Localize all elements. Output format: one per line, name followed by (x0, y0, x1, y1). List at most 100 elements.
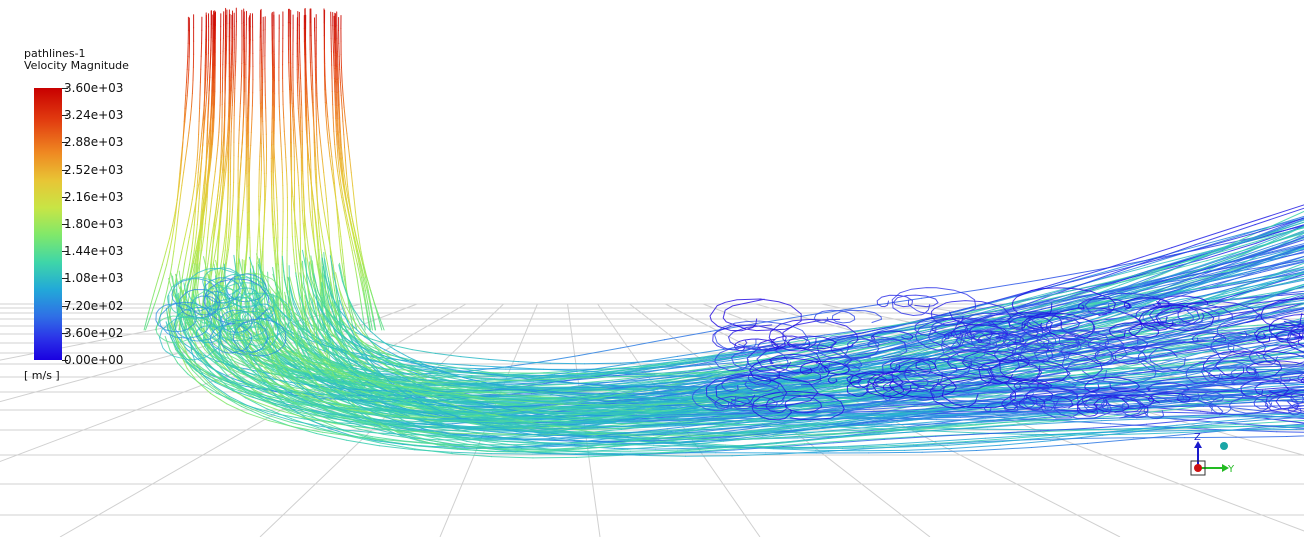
pathline-inlet-segment (324, 184, 327, 200)
pathline-inlet-segment (198, 120, 200, 135)
pathline-inlet-segment (191, 93, 193, 108)
pathline-inlet-segment (181, 171, 185, 186)
pathline-outflow-segment (562, 390, 607, 393)
pathline-inlet-segment (169, 263, 173, 278)
pathline-inlet-segment (154, 290, 160, 305)
pathline-inlet-segment (205, 250, 208, 265)
pathline-inlet-segment (201, 210, 205, 225)
pathline-inlet-segment (350, 172, 354, 187)
pathline-inlet-segment (247, 95, 249, 110)
pathline-inlet-segment (329, 142, 333, 158)
pathline-inlet-segment (187, 289, 191, 304)
pathline-inlet-segment (314, 169, 317, 184)
pathline-outflow-segment (1210, 262, 1284, 288)
pathline-inlet-segment (203, 276, 206, 291)
pathline-inlet-segment (224, 156, 227, 171)
pathline-outflow-segment (1171, 224, 1243, 249)
pathline-inlet-segment (317, 209, 319, 224)
pathline-inlet-segment (235, 249, 238, 264)
pathline-outflow-segment (292, 297, 302, 319)
pathline-inlet-segment (337, 222, 340, 238)
pathline-inlet-segment (223, 171, 227, 186)
pathline-outflow-segment (352, 357, 367, 369)
pathline-outflow-segment (229, 361, 249, 373)
pathline-inlet-segment (250, 118, 253, 133)
pathline-outflow-segment (324, 318, 334, 335)
pathline-inlet-segment (181, 147, 184, 162)
pathline-inlet-segment (207, 249, 211, 265)
pathline-inlet-segment (195, 160, 198, 175)
pathline-inlet-segment (332, 264, 336, 279)
pathline-inlet-segment (306, 93, 309, 108)
pathline-inlet-segment (189, 250, 192, 265)
pathline-inlet-segment (328, 224, 330, 239)
pathline-inlet-segment (229, 222, 232, 237)
pathline-inlet-segment (316, 235, 319, 251)
pathline-inlet-segment (338, 56, 341, 71)
pathline-inlet-segment (259, 236, 261, 251)
pathline-outflow-segment (176, 297, 179, 317)
pathline-inlet-segment (308, 119, 310, 134)
pathline-outflow-segment (202, 352, 219, 366)
pathline-inlet-segment (209, 50, 212, 65)
pathline-outflow-segment (344, 417, 367, 425)
pathline-outflow-segment (1235, 419, 1304, 425)
pathline-inlet-segment (347, 146, 351, 161)
pathline-outflow-segment (849, 387, 897, 397)
pathline-outflow-segment (620, 339, 665, 349)
pathline-inlet-segment (342, 171, 345, 186)
pathline-inlet-segment (161, 251, 167, 266)
pathline-outflow-segment (1239, 240, 1293, 260)
pathline-outflow-segment (1144, 411, 1208, 414)
pathline-inlet-segment (344, 119, 348, 134)
pathline-outflow-segment (343, 430, 373, 438)
pathline-outflow-segment (919, 412, 974, 415)
pathline-outflow-segment (254, 407, 280, 415)
pathline-inlet-segment (325, 198, 329, 213)
pathline-inlet-segment (213, 224, 217, 239)
pathline-inlet-segment (220, 155, 223, 170)
pathline-inlet-segment (352, 185, 355, 200)
pathline-outflow-segment (390, 393, 420, 398)
pathline-outflow-segment (191, 347, 205, 363)
pathline-inlet-segment (204, 196, 207, 211)
pathline-inlet-segment (272, 210, 274, 225)
pathline-inlet-segment (263, 212, 266, 227)
pathline-inlet-segment (359, 263, 364, 278)
pathline-outflow-segment (278, 400, 309, 406)
pathline-inlet-segment (182, 134, 184, 148)
pathline-inlet-segment (218, 209, 221, 224)
pathline-inlet-segment (317, 106, 319, 121)
pathline-inlet-segment (228, 130, 230, 145)
pathline-inlet-segment (336, 209, 339, 224)
pathline-outflow-segment (403, 412, 437, 418)
pathline-inlet-segment (249, 145, 252, 160)
pathline-inlet-segment (178, 173, 181, 188)
pathline-inlet-segment (220, 250, 224, 265)
pathline-outflow-segment (274, 383, 298, 389)
pathline-inlet-segment (220, 196, 223, 211)
pathline-outflow-segment (263, 315, 269, 327)
pathline-outflow-segment (1289, 302, 1304, 308)
pathline-outflow-segment (484, 372, 514, 376)
pathline-inlet-segment (307, 106, 310, 121)
pathline-outflow-segment (1041, 296, 1097, 310)
pathline-outflow-segment (289, 285, 294, 305)
pathline-inlet-segment (197, 197, 200, 212)
pathline-inlet-segment (220, 198, 224, 213)
pathline-inlet-segment (325, 115, 328, 130)
pathline-inlet-segment (336, 79, 339, 94)
pathline-outflow-segment (225, 368, 240, 381)
pathline-inlet-segment (289, 89, 291, 104)
pathline-outflow-segment (195, 319, 205, 334)
pathline-inlet-segment (317, 209, 321, 224)
pathline-inlet-segment (364, 289, 369, 305)
pathline-inlet-segment (318, 222, 321, 237)
pathline-inlet-segment (258, 155, 261, 171)
pathline-inlet-segment (299, 64, 302, 80)
pathline-inlet-segment (275, 237, 278, 252)
pathline-outflow-segment (372, 436, 405, 442)
pathline-inlet-segment (335, 52, 338, 67)
pathline-outflow-segment (512, 393, 541, 398)
